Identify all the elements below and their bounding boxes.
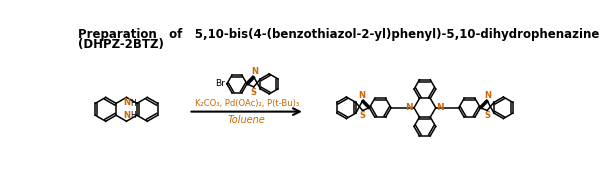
Text: N: N (123, 111, 130, 120)
Text: N: N (358, 91, 365, 100)
Text: (DHPZ-2BTZ): (DHPZ-2BTZ) (79, 38, 164, 51)
Text: H: H (130, 111, 136, 120)
Text: N: N (406, 103, 414, 112)
Text: Br: Br (216, 79, 225, 88)
Text: S: S (484, 111, 490, 120)
Text: Preparation   of   5,10-bis(4-(benzothiazol-2-yl)phenyl)-5,10-dihydrophenazine: Preparation of 5,10-bis(4-(benzothiazol-… (79, 28, 600, 41)
Text: S: S (359, 111, 365, 120)
Text: Toluene: Toluene (228, 115, 266, 125)
Text: H: H (130, 99, 136, 108)
Text: N: N (251, 67, 258, 76)
Text: N: N (437, 103, 444, 112)
Text: N: N (485, 91, 491, 100)
Text: S: S (251, 88, 257, 97)
Text: N: N (123, 98, 130, 107)
Text: K₂CO₃, Pd(OAc)₂, P(t-Bu)₃: K₂CO₃, Pd(OAc)₂, P(t-Bu)₃ (194, 99, 298, 108)
